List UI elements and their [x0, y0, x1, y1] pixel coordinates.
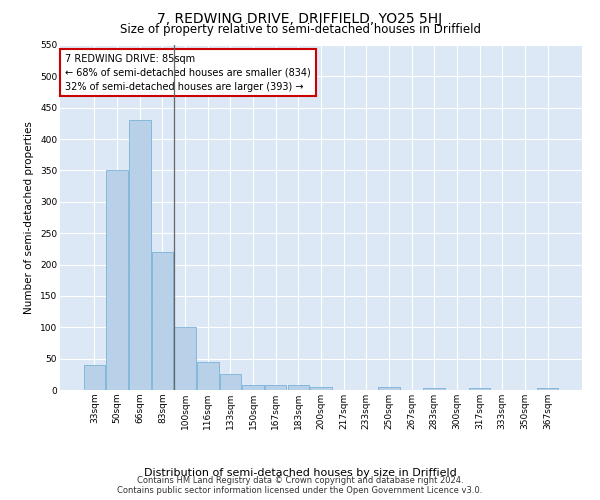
Bar — [175, 328, 196, 390]
Text: Contains HM Land Registry data © Crown copyright and database right 2024.
Contai: Contains HM Land Registry data © Crown c… — [118, 476, 482, 495]
Text: 7, REDWING DRIVE, DRIFFIELD, YO25 5HJ: 7, REDWING DRIVE, DRIFFIELD, YO25 5HJ — [157, 12, 443, 26]
Bar — [220, 374, 241, 390]
Bar — [152, 252, 173, 390]
Bar — [310, 387, 332, 390]
Bar — [242, 385, 264, 390]
Bar — [197, 362, 218, 390]
Bar — [424, 388, 445, 390]
Bar — [537, 388, 558, 390]
Text: Distribution of semi-detached houses by size in Driffield: Distribution of semi-detached houses by … — [143, 468, 457, 477]
Text: Size of property relative to semi-detached houses in Driffield: Size of property relative to semi-detach… — [119, 22, 481, 36]
Bar — [84, 365, 105, 390]
Bar — [378, 387, 400, 390]
Bar — [287, 385, 309, 390]
Bar — [129, 120, 151, 390]
Bar — [469, 388, 490, 390]
Bar — [106, 170, 128, 390]
Bar — [265, 385, 286, 390]
Text: 7 REDWING DRIVE: 85sqm
← 68% of semi-detached houses are smaller (834)
32% of se: 7 REDWING DRIVE: 85sqm ← 68% of semi-det… — [65, 54, 311, 92]
Y-axis label: Number of semi-detached properties: Number of semi-detached properties — [25, 121, 34, 314]
